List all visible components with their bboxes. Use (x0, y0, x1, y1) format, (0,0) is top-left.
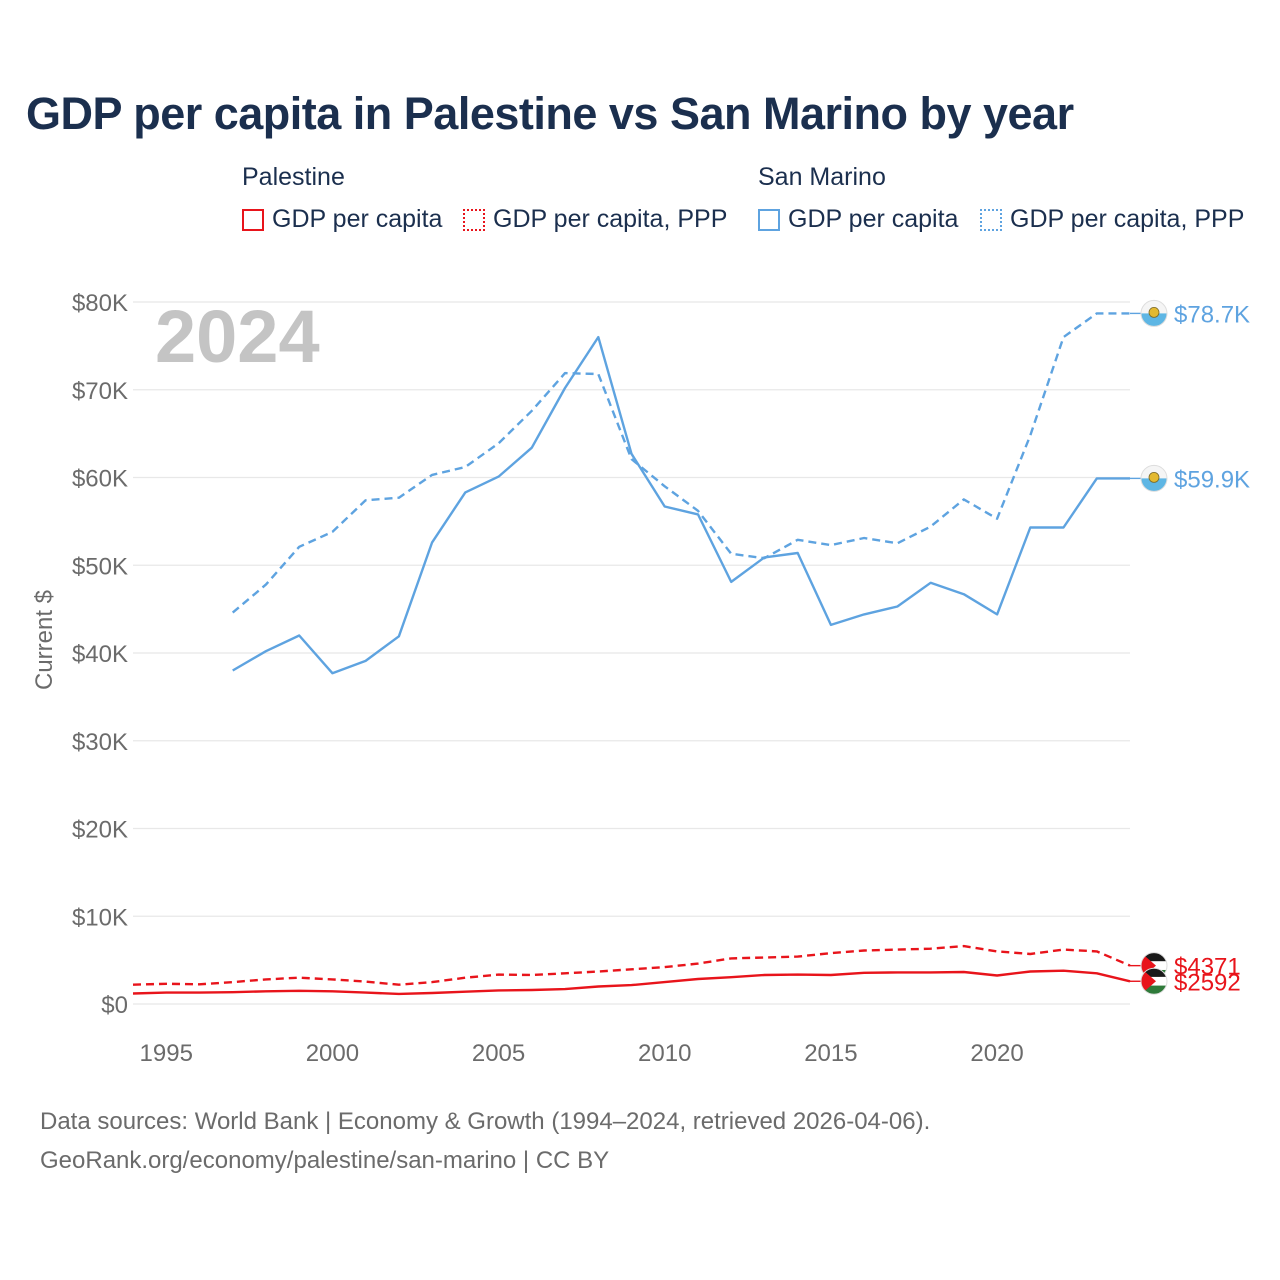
legend-swatch-dotted-red (463, 208, 485, 231)
y-tick-label: $50K (72, 553, 128, 580)
y-tick-label: $40K (72, 641, 128, 668)
flag-stripe (1141, 952, 1167, 962)
legend-item-palestine-gdp[interactable]: GDP per capita (242, 205, 442, 234)
legend-item-san-marino-gdp[interactable]: GDP per capita (758, 205, 958, 234)
end-value-label: $59.9K (1174, 466, 1250, 493)
legend-swatch-solid-red (242, 208, 264, 231)
y-tick-label: $70K (72, 378, 128, 405)
legend-group-palestine: Palestine (242, 163, 345, 191)
chart-title: GDP per capita in Palestine vs San Marin… (26, 88, 1074, 139)
flag-triangle (1141, 968, 1156, 995)
legend-label: GDP per capita, PPP (493, 205, 728, 233)
san-marino-flag-icon (1140, 464, 1168, 492)
legend-group-san-marino: San Marino (758, 163, 886, 191)
flag-emblem (1148, 307, 1160, 318)
y-tick-label: $10K (72, 904, 128, 931)
y-tick-label: $30K (72, 729, 128, 756)
y-axis-label: Current $ (31, 590, 58, 690)
palestine-flag-icon (1140, 967, 1168, 995)
flag-border (1140, 464, 1168, 492)
legend-label: GDP per capita (272, 205, 443, 233)
x-tick-label: 2020 (970, 1040, 1023, 1067)
legend-label: GDP per capita, PPP (1010, 205, 1245, 233)
san-marino-flag-icon (1140, 299, 1168, 327)
flag-stripe (1141, 478, 1167, 492)
flag-stripe (1141, 985, 1167, 995)
x-axis: 1995 2000 2005 2010 2015 2020 (140, 1040, 1024, 1067)
end-value-label: $78.7K (1174, 301, 1250, 328)
legend-label: GDP per capita (788, 205, 959, 233)
flag-stripe (1141, 968, 1167, 977)
y-axis: $0 $10K $20K $30K $40K $50K $60K $70K $80K (72, 290, 128, 1019)
grid-lines (133, 301, 1130, 1005)
y-tick-label: $80K (72, 290, 128, 317)
source-line-1: Data sources: World Bank | Economy & Gro… (40, 1108, 931, 1135)
series-line-palestine-gdp-per-capita-ppp (132, 944, 1131, 986)
y-tick-label: $0 (101, 992, 128, 1019)
flag-stripe (1141, 465, 1167, 479)
series-line-san-marino-gdp-per-capita (232, 335, 1130, 675)
end-value-label: $2592 (1174, 969, 1241, 996)
flag-stripe (1141, 300, 1167, 314)
end-markers: $78.7K $59.9K $4371$2592 (1130, 299, 1250, 996)
y-tick-label: $20K (72, 817, 128, 844)
y-tick-label: $60K (72, 466, 128, 493)
series-line-san-marino-gdp-per-capita-ppp (231, 312, 1130, 614)
flag-border (1140, 299, 1168, 327)
x-tick-label: 2000 (306, 1040, 359, 1067)
flag-border (1140, 967, 1168, 995)
legend-swatch-dotted-blue (980, 208, 1002, 231)
flag-stripe (1141, 313, 1167, 327)
series-line-palestine-gdp-per-capita (132, 969, 1131, 996)
year-watermark: 2024 (155, 295, 320, 378)
x-tick-label: 2015 (804, 1040, 857, 1067)
source-line-2: GeoRank.org/economy/palestine/san-marino… (40, 1147, 610, 1174)
legend-item-san-marino-gdp-ppp[interactable]: GDP per capita, PPP (980, 205, 1244, 234)
legend-swatch-solid-blue (758, 208, 780, 231)
legend-item-palestine-gdp-ppp[interactable]: GDP per capita, PPP (463, 205, 727, 234)
x-tick-label: 2010 (638, 1040, 691, 1067)
x-tick-label: 1995 (140, 1040, 193, 1067)
x-tick-label: 2005 (472, 1040, 525, 1067)
flag-emblem (1148, 471, 1160, 483)
series-lines (132, 312, 1131, 996)
end-value-label: $4371 (1174, 954, 1241, 981)
